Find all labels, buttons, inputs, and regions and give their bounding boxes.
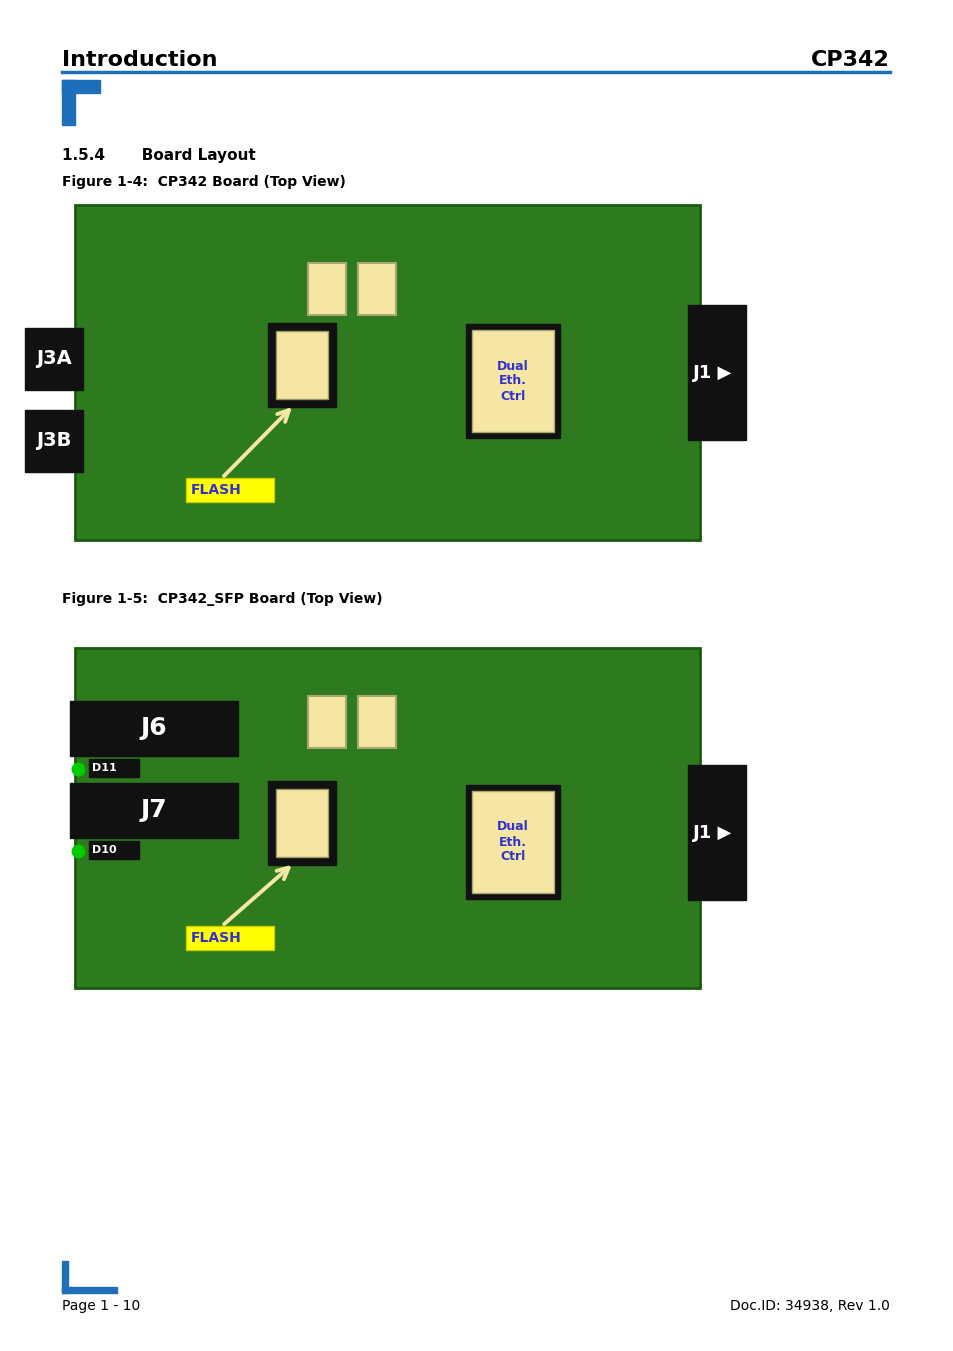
Text: Introduction: Introduction — [62, 50, 217, 70]
Bar — [89, 842, 139, 859]
Bar — [465, 324, 559, 438]
Bar — [62, 1288, 117, 1293]
Text: FLASH: FLASH — [191, 484, 241, 497]
Bar — [186, 478, 274, 503]
Bar — [357, 263, 395, 315]
Text: Doc.ID: 34938, Rev 1.0: Doc.ID: 34938, Rev 1.0 — [729, 1300, 889, 1313]
Bar — [687, 305, 745, 440]
Text: FLASH: FLASH — [191, 931, 241, 944]
Bar — [308, 696, 346, 748]
Bar — [357, 696, 395, 748]
Text: Dual
Eth.
Ctrl: Dual Eth. Ctrl — [497, 820, 528, 863]
Text: J7: J7 — [140, 798, 167, 823]
Bar — [75, 205, 700, 540]
Bar — [62, 80, 100, 93]
Text: J1 ▶: J1 ▶ — [693, 824, 732, 842]
Bar — [308, 263, 346, 315]
Text: D10: D10 — [91, 844, 116, 855]
Bar — [275, 331, 328, 399]
Text: Figure 1-4:  CP342 Board (Top View): Figure 1-4: CP342 Board (Top View) — [62, 176, 346, 189]
Bar — [25, 328, 83, 390]
Bar — [75, 648, 700, 988]
Text: Figure 1-5:  CP342_SFP Board (Top View): Figure 1-5: CP342_SFP Board (Top View) — [62, 592, 382, 607]
Bar — [62, 80, 75, 126]
Text: J6: J6 — [140, 716, 167, 740]
Bar — [25, 409, 83, 471]
Bar — [465, 785, 559, 898]
Bar — [275, 789, 328, 857]
Bar — [62, 1260, 68, 1293]
Text: CP342: CP342 — [810, 50, 889, 70]
Text: J3A: J3A — [36, 350, 71, 369]
Bar — [186, 925, 274, 950]
Bar — [687, 765, 745, 900]
Bar — [268, 781, 335, 865]
Text: Dual
Eth.
Ctrl: Dual Eth. Ctrl — [497, 359, 528, 403]
Bar — [472, 330, 554, 432]
Bar — [89, 759, 139, 777]
Text: Page 1 - 10: Page 1 - 10 — [62, 1300, 140, 1313]
Bar — [268, 323, 335, 407]
Text: J1 ▶: J1 ▶ — [693, 363, 732, 381]
Text: J3B: J3B — [36, 431, 71, 450]
Bar — [70, 701, 237, 757]
Bar — [70, 784, 237, 838]
Text: D11: D11 — [91, 763, 116, 773]
Bar — [472, 790, 554, 893]
Text: 1.5.4       Board Layout: 1.5.4 Board Layout — [62, 149, 255, 163]
